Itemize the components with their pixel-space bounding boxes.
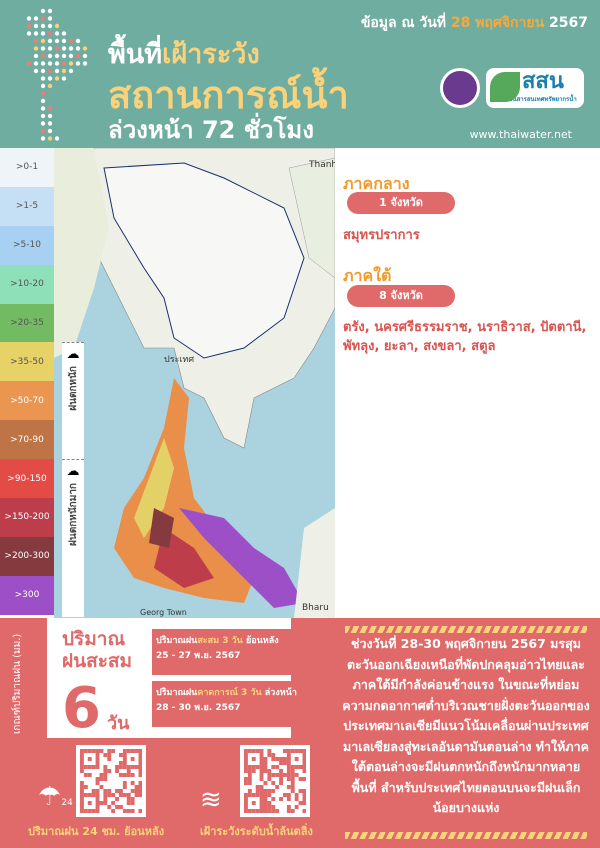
stripe-bottom [345, 832, 587, 839]
water-level-icon: ≋ [200, 785, 222, 815]
legend-item: >1-5 [0, 186, 54, 226]
accum-title: ปริมาณ ฝนสะสม [62, 628, 133, 672]
data-date: ข้อมูล ณ วันที่ 28 พฤศจิกายน 2567 [360, 15, 588, 31]
accum-days-unit: วัน [107, 713, 130, 734]
rain-24h-label: ปริมาณฝน 24 ชม. ย้อนหลัง [28, 825, 165, 838]
thailand-dot-map-icon [26, 8, 88, 141]
weather-description: ช่วงวันที่ 28-30 พฤศจิกายน 2567 มรสุมตะว… [342, 636, 590, 815]
legend-item: >20-35 [0, 303, 54, 343]
map-label-thanh: Thanh [309, 160, 335, 170]
map-graphic [54, 148, 335, 618]
title-line2: สถานการณ์น้ำ [108, 73, 349, 117]
very-heavy-rain-tag: ☁ ฝนตกหนักมาก [62, 459, 84, 617]
cloud-heavy-rain-icon: ☁ [66, 464, 80, 479]
header: พื้นที่เฝ้าระวัง สถานการณ์น้ำ ล่วงหน้า 7… [0, 0, 600, 148]
legend-item: >5-10 [0, 225, 54, 265]
umbrella-rain-icon: ☂24 [38, 782, 73, 812]
legend-item: >50-70 [0, 381, 54, 421]
legend-item: >70-90 [0, 420, 54, 460]
ministry-logo [440, 68, 480, 108]
title-line3: ล่วงหน้า 72 ชั่วโมง [108, 116, 314, 144]
legend-item: >150-200 [0, 498, 54, 537]
legend-item: >200-300 [0, 536, 54, 576]
rain-map[interactable]: Bharu Georg Town Thanh ประเทศ [54, 148, 335, 618]
past-rain-box[interactable]: ปริมาณฝนสะสม 3 วัน ย้อนหลัง 25 - 27 พ.ย. … [152, 629, 317, 675]
south-provinces: ตรัง, นครศรีธรรมราช, นราธิวาส, ปัตตานี, … [343, 320, 587, 354]
cloud-rain-icon: ☁ [66, 347, 80, 362]
legend-item: >0-1 [0, 148, 54, 187]
south-count-badge: 8 จังหวัด [347, 285, 455, 307]
legend-item: >10-20 [0, 264, 54, 304]
rain-legend: >0-1 >1-5 >5-10 >10-20 >20-35 >35-50 >50-70 >70… [0, 148, 54, 615]
central-count-badge: 1 จังหวัด [347, 192, 455, 214]
heavy-rain-tag: ☁ ฝนตกหนัก [62, 342, 84, 459]
legend-item: >35-50 [0, 342, 54, 382]
title-line1: พื้นที่เฝ้าระวัง [108, 39, 260, 70]
forecast-rain-box[interactable]: ปริมาณฝนคาดการณ์ 3 วัน ล่วงหน้า 28 - 30 พ… [152, 681, 317, 727]
legend-title: เกณฑ์ปริมาณฝน (มม.) [12, 633, 23, 735]
website-link[interactable]: www.thaiwater.net [469, 128, 572, 141]
hii-logo: สสน สถาบันสารสนเทศทรัพยากรน้ำ [486, 68, 584, 108]
legend-item: >300 [0, 575, 54, 615]
flood-watch-qr-code[interactable] [240, 745, 310, 817]
map-label-bharu: Bharu [302, 603, 329, 613]
map-label-country: ประเทศ [164, 355, 195, 365]
map-label-george-town: Georg Town [140, 608, 187, 617]
stripe-top [345, 626, 587, 633]
rain-24h-qr-code[interactable] [76, 745, 146, 817]
flood-watch-label: เฝ้าระวังระดับน้ำล้นตลิ่ง [200, 825, 313, 838]
region-central: ภาคกลาง [343, 174, 410, 193]
central-provinces: สมุทรปราการ [343, 228, 420, 243]
legend-item: >90-150 [0, 459, 54, 499]
accum-days: 6 [62, 676, 101, 741]
region-south: ภาคใต้ [343, 266, 392, 285]
